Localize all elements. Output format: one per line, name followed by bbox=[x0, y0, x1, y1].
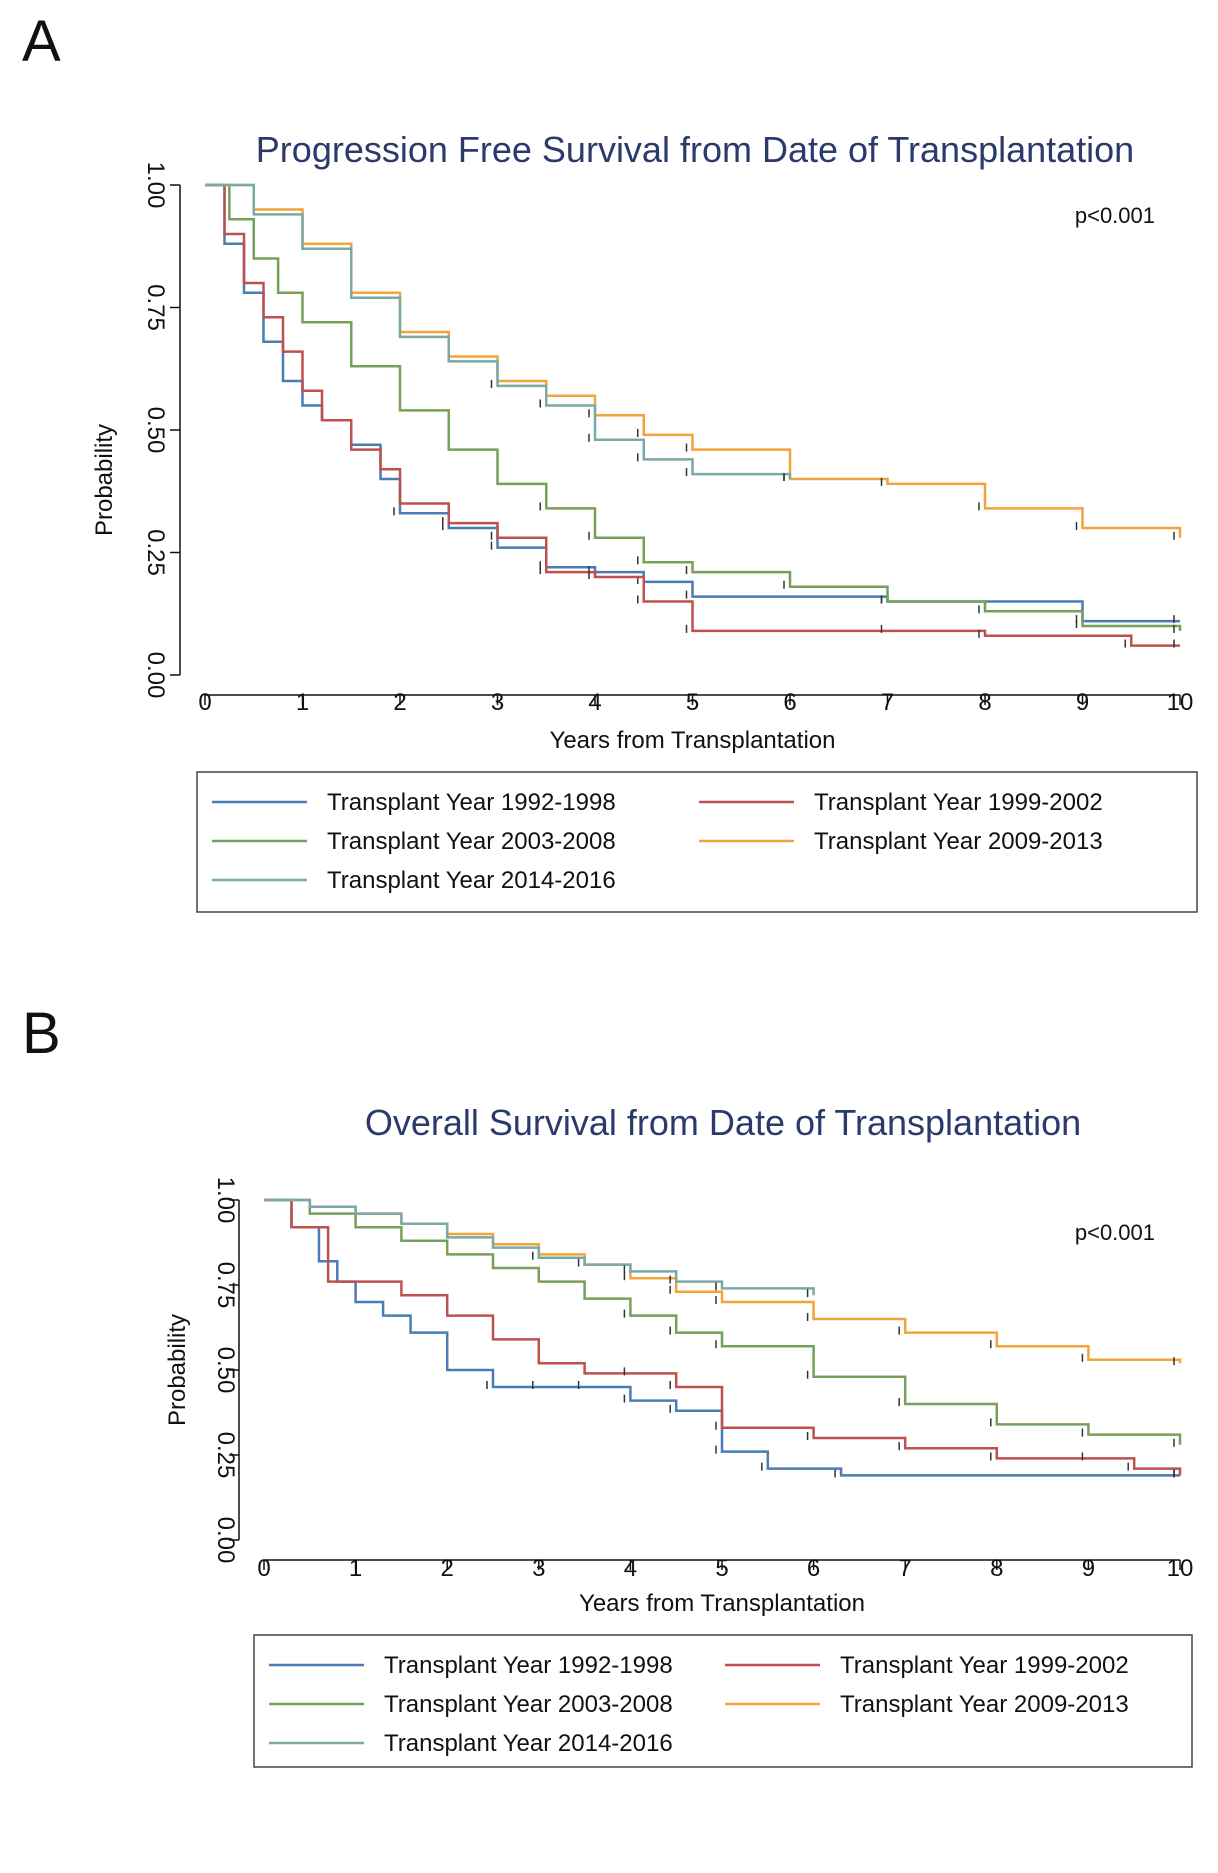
series-line-1 bbox=[264, 1198, 1180, 1477]
series-line-2 bbox=[264, 1198, 1182, 1476]
legend-label-2: Transplant Year 1999-2002 bbox=[814, 789, 1103, 816]
legend-label-4: Transplant Year 2009-2013 bbox=[840, 1691, 1129, 1718]
x-tick-label: 9 bbox=[1076, 689, 1089, 716]
legend-label-1: Transplant Year 1992-1998 bbox=[327, 789, 616, 816]
x-axis-label: Years from Transplantation bbox=[550, 727, 836, 754]
x-tick-label: 0 bbox=[257, 1555, 270, 1582]
series-line-3 bbox=[205, 183, 1182, 631]
y-tick-label: 0.25 bbox=[142, 529, 169, 576]
x-tick-label: 1 bbox=[296, 689, 309, 716]
x-tick-label: 4 bbox=[588, 689, 601, 716]
x-tick-label: 4 bbox=[624, 1555, 637, 1582]
y-tick-label: 0.00 bbox=[142, 652, 169, 699]
x-tick-label: 5 bbox=[686, 689, 699, 716]
panel-b-letter: B bbox=[22, 1001, 61, 1066]
y-axis-label: Probability bbox=[164, 1314, 191, 1426]
x-tick-label: 8 bbox=[990, 1555, 1003, 1582]
x-axis-label: Years from Transplantation bbox=[579, 1590, 865, 1617]
legend-label-5: Transplant Year 2014-2016 bbox=[384, 1730, 673, 1757]
chart-a: Progression Free Survival from Date of T… bbox=[91, 129, 1198, 913]
y-tick-label: 1.00 bbox=[212, 1177, 239, 1224]
series-line-4 bbox=[205, 183, 1182, 538]
y-tick-label: 0.25 bbox=[212, 1432, 239, 1479]
legend-box bbox=[253, 1634, 1193, 1768]
legend-label-2: Transplant Year 1999-2002 bbox=[840, 1652, 1129, 1679]
x-tick-label: 10 bbox=[1167, 689, 1194, 716]
legend-box bbox=[196, 771, 1198, 913]
p-value-annotation: p<0.001 bbox=[1075, 203, 1155, 228]
series-line-5 bbox=[264, 1198, 815, 1296]
legend-label-4: Transplant Year 2009-2013 bbox=[814, 828, 1103, 855]
x-tick-label: 2 bbox=[441, 1555, 454, 1582]
x-tick-label: 8 bbox=[978, 689, 991, 716]
y-tick-label: 0.75 bbox=[142, 284, 169, 331]
series-line-5 bbox=[205, 183, 792, 479]
x-tick-label: 6 bbox=[807, 1555, 820, 1582]
x-tick-label: 0 bbox=[198, 689, 211, 716]
x-tick-label: 9 bbox=[1082, 1555, 1095, 1582]
p-value-annotation: p<0.001 bbox=[1075, 1220, 1155, 1245]
y-tick-label: 0.50 bbox=[142, 407, 169, 454]
x-tick-label: 7 bbox=[881, 689, 894, 716]
y-tick-label: 0.50 bbox=[212, 1347, 239, 1394]
x-tick-label: 7 bbox=[899, 1555, 912, 1582]
x-tick-label: 2 bbox=[393, 689, 406, 716]
legend-label-3: Transplant Year 2003-2008 bbox=[384, 1691, 673, 1718]
chart-b: Overall Survival from Date of Transplant… bbox=[164, 1102, 1194, 1768]
series-line-2 bbox=[205, 183, 1180, 647]
x-tick-label: 3 bbox=[532, 1555, 545, 1582]
y-tick-label: 0.00 bbox=[212, 1517, 239, 1564]
legend-label-5: Transplant Year 2014-2016 bbox=[327, 867, 616, 894]
x-tick-label: 3 bbox=[491, 689, 504, 716]
x-tick-label: 6 bbox=[783, 689, 796, 716]
chart-title: Progression Free Survival from Date of T… bbox=[256, 129, 1134, 170]
y-axis-label: Probability bbox=[91, 424, 118, 536]
x-tick-label: 5 bbox=[715, 1555, 728, 1582]
y-tick-label: 1.00 bbox=[142, 162, 169, 209]
legend-label-3: Transplant Year 2003-2008 bbox=[327, 828, 616, 855]
x-tick-label: 10 bbox=[1167, 1555, 1194, 1582]
y-tick-label: 0.75 bbox=[212, 1262, 239, 1309]
panel-a-letter: A bbox=[22, 9, 61, 74]
series-line-3 bbox=[264, 1198, 1182, 1445]
x-tick-label: 1 bbox=[349, 1555, 362, 1582]
legend-label-1: Transplant Year 1992-1998 bbox=[384, 1652, 673, 1679]
chart-title: Overall Survival from Date of Transplant… bbox=[365, 1102, 1081, 1143]
